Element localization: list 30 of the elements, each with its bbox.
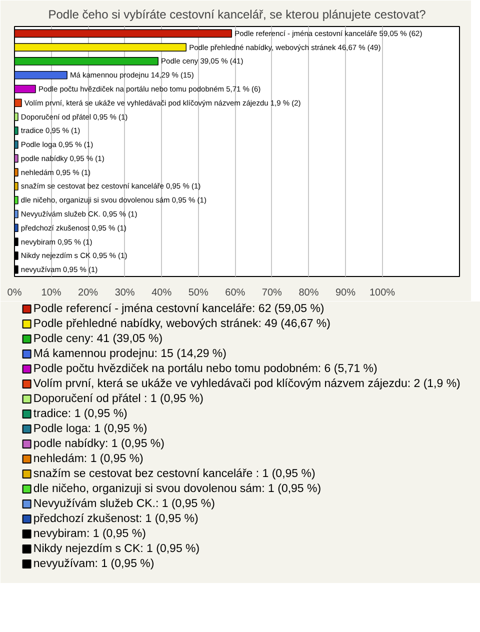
legend-label: snažím se cestovat bez cestovní kanceláře : 1 (0,95 %) [33, 468, 316, 480]
x-tick-label: 40% [152, 288, 172, 298]
legend-label: Podle počtu hvězdiček na portálu nebo tomu podobném: 6 (5,71 %) [33, 363, 378, 375]
legend-label: Podle ceny: 41 (39,05 %) [33, 333, 163, 345]
legend-label: nevybiram: 1 (0,95 %) [33, 528, 146, 540]
x-tick-label: 100% [369, 288, 396, 298]
x-tick-label: 70% [262, 288, 282, 298]
legend-label: Podle referencí - jména cestovní kanceláře: 62 (59,05 %) [33, 303, 324, 315]
x-tick-label: 50% [188, 288, 208, 298]
x-tick-label: 90% [335, 288, 356, 298]
legend-label: Podle loga: 1 (0,95 %) [33, 423, 148, 435]
legend-label: tradice: 1 (0,95 %) [33, 408, 128, 420]
x-tick-label: 10% [41, 288, 62, 298]
x-tick-label: 0% [7, 288, 22, 298]
legend-label: Nikdy nejezdím s CK: 1 (0,95 %) [33, 543, 200, 555]
legend-label: nevyužívam: 1 (0,95 %) [33, 558, 154, 570]
legend-label: Má kamennou prodejnu: 15 (14,29 %) [33, 348, 227, 360]
legend-label: Podle přehledné nabídky, webových stránek: 49 (46,67 %) [33, 318, 331, 330]
legend-label: nehledám: 1 (0,95 %) [33, 453, 144, 465]
x-tick-label: 30% [114, 288, 135, 298]
legend-label: dle ničeho, organizuji si svou dovolenou sám: 1 (0,95 %) [33, 483, 322, 495]
legend-label: podle nabídky: 1 (0,95 %) [33, 438, 165, 450]
chart-title: Podle čeho si vybíráte cestovní kancelář, se kterou plánujete cestovat? [48, 8, 426, 22]
legend-label: Volím první, která se ukáže ve vyhledávači pod klíčovým názvem zájezdu: 2 (1,9 %) [33, 378, 461, 390]
legend-label: Doporučení od přátel : 1 (0,95 %) [33, 393, 204, 405]
x-tick-label: 20% [78, 288, 98, 298]
legend-label: předchozí zkušenost: 1 (0,95 %) [33, 513, 199, 525]
x-tick-label: 60% [225, 288, 246, 298]
x-tick-label: 80% [298, 288, 319, 298]
legend-label: Nevyužívám služeb CK.: 1 (0,95 %) [33, 498, 216, 510]
